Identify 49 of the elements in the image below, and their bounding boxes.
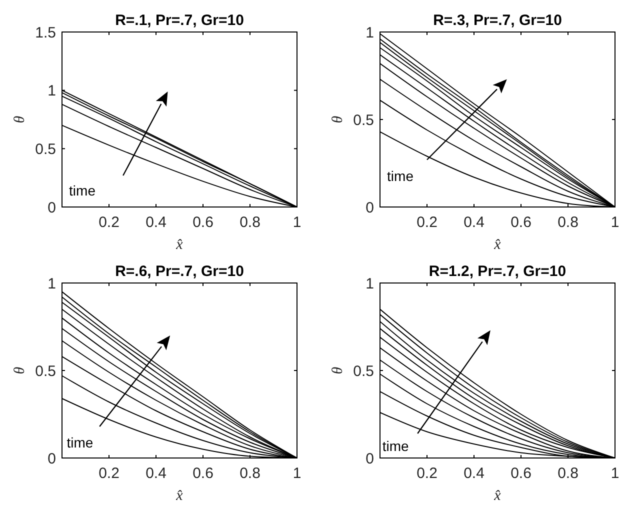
x-tick-label: 0.4 [146, 214, 166, 231]
chart-title: R=.1, Pr=.7, Gr=10 [115, 12, 244, 29]
x-tick-label: 0.6 [510, 465, 532, 482]
x-tick-label: 1 [292, 465, 302, 482]
x-tick-label: 1 [292, 214, 302, 231]
x-tick-label: 0.6 [192, 214, 214, 231]
x-tick-label: 0.2 [416, 214, 438, 231]
y-tick-label: 1 [48, 82, 56, 100]
annotation: time [69, 182, 96, 198]
annotation: time [382, 438, 410, 454]
chart-title: R=1.2, Pr=.7, Gr=10 [428, 263, 566, 280]
y-axis-title: θ [330, 115, 346, 124]
annotation: time [66, 434, 94, 450]
y-tick-label: 1.5 [35, 24, 56, 42]
y-tick-label: 1 [366, 24, 374, 42]
x-axis-title: x̂ [493, 237, 502, 253]
x-axis-title: x̂ [175, 237, 184, 253]
x-tick-label: 0.8 [558, 465, 578, 482]
x-tick-label: 0.2 [98, 214, 120, 231]
x-tick-label: 0.4 [464, 465, 484, 482]
x-tick-label: 0.8 [558, 214, 578, 231]
y-tick-label: 1 [366, 275, 374, 292]
x-tick-label: 0.4 [146, 465, 166, 482]
y-axis-title: θ [330, 366, 346, 374]
y-tick-label: 0.5 [35, 140, 56, 158]
x-tick-label: 0.2 [416, 465, 438, 482]
x-tick-label: 0.8 [240, 214, 260, 231]
x-axis-title: x̂ [175, 488, 184, 504]
chart-title: R=.6, Pr=.7, Gr=10 [115, 263, 244, 280]
x-tick-label: 1 [610, 214, 620, 231]
y-axis-title: θ [12, 366, 28, 374]
annotation: time [387, 168, 414, 184]
x-tick-label: 0.4 [464, 214, 484, 231]
x-tick-label: 0.2 [98, 465, 120, 482]
y-tick-label: 0.5 [35, 362, 56, 380]
y-axis-title: θ [12, 115, 28, 124]
x-tick-label: 0.8 [240, 465, 260, 482]
y-tick-label: 0 [48, 450, 56, 468]
x-tick-label: 0.6 [510, 214, 532, 231]
x-tick-label: 0.6 [192, 465, 214, 482]
y-tick-label: 1 [48, 275, 56, 292]
y-tick-label: 0 [366, 199, 374, 216]
x-tick-label: 1 [610, 465, 620, 482]
chart-title: R=.3, Pr=.7, Gr=10 [433, 12, 562, 29]
x-axis-title: x̂ [493, 488, 502, 504]
y-tick-label: 0.5 [353, 362, 374, 380]
y-tick-label: 0 [366, 450, 374, 468]
y-tick-label: 0 [48, 199, 56, 216]
y-tick-label: 0.5 [353, 112, 374, 129]
